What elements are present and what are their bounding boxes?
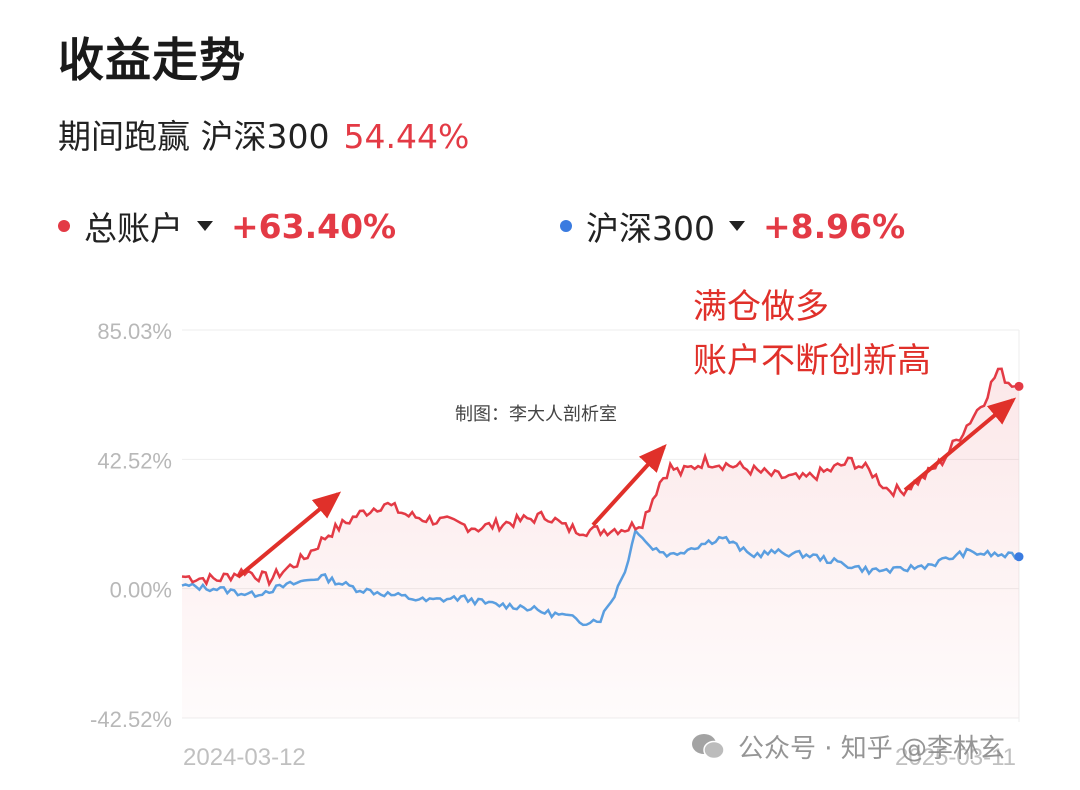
y-tick-label: 42.52% (97, 448, 172, 473)
wechat-icon (692, 733, 725, 759)
y-tick-label: 85.03% (97, 319, 172, 344)
outperformance-label: 期间跑赢 沪深300 (58, 117, 330, 156)
index-series-line (181, 528, 1020, 627)
y-tick-label: 0.00% (110, 578, 172, 603)
annotation-text: 满仓做多 账户不断创新高 (693, 280, 931, 388)
watermark-text: 公众号 · 知乎 @李林玄 (738, 734, 1006, 764)
trend-arrow-2 (591, 444, 667, 527)
account-end-point[interactable] (1014, 381, 1024, 391)
legend-index[interactable]: 沪深300 +8.96% (560, 202, 905, 250)
legend-dot (560, 220, 572, 232)
watermark: 公众号 · 知乎 @李林玄 (690, 728, 1005, 765)
legend-account-value: +63.40% (231, 206, 397, 246)
annotation-line-1: 满仓做多 (693, 287, 829, 327)
dropdown-caret-icon[interactable] (729, 221, 745, 231)
x-label-end: 2025-03-11 (895, 744, 1016, 771)
dropdown-caret-icon[interactable] (197, 221, 213, 231)
x-label-start: 2024-03-12 (183, 744, 306, 771)
account-series-line (181, 367, 1020, 588)
legend-index-name: 沪深300 (586, 209, 715, 248)
index-end-point[interactable] (1014, 552, 1024, 562)
chart-credit: 制图：李大人剖析室 (455, 404, 617, 425)
trend-arrow-3 (903, 397, 1017, 492)
y-tick-label: -42.52% (90, 707, 172, 732)
legend-dot (58, 220, 70, 232)
trend-arrow-1 (236, 491, 342, 579)
annotation-line-2: 账户不断创新高 (693, 341, 931, 381)
legend-account-name: 总账户 (84, 209, 183, 248)
trend-arrows (236, 397, 1017, 579)
page-title: 收益走势 (58, 33, 246, 87)
outperformance-value: 54.44% (343, 117, 470, 156)
outperformance-summary: 期间跑赢 沪深300 54.44% (58, 110, 469, 158)
account-area-fill (182, 368, 1019, 718)
legend-account[interactable]: 总账户 +63.40% (58, 202, 396, 250)
legend-index-value: +8.96% (763, 206, 906, 246)
